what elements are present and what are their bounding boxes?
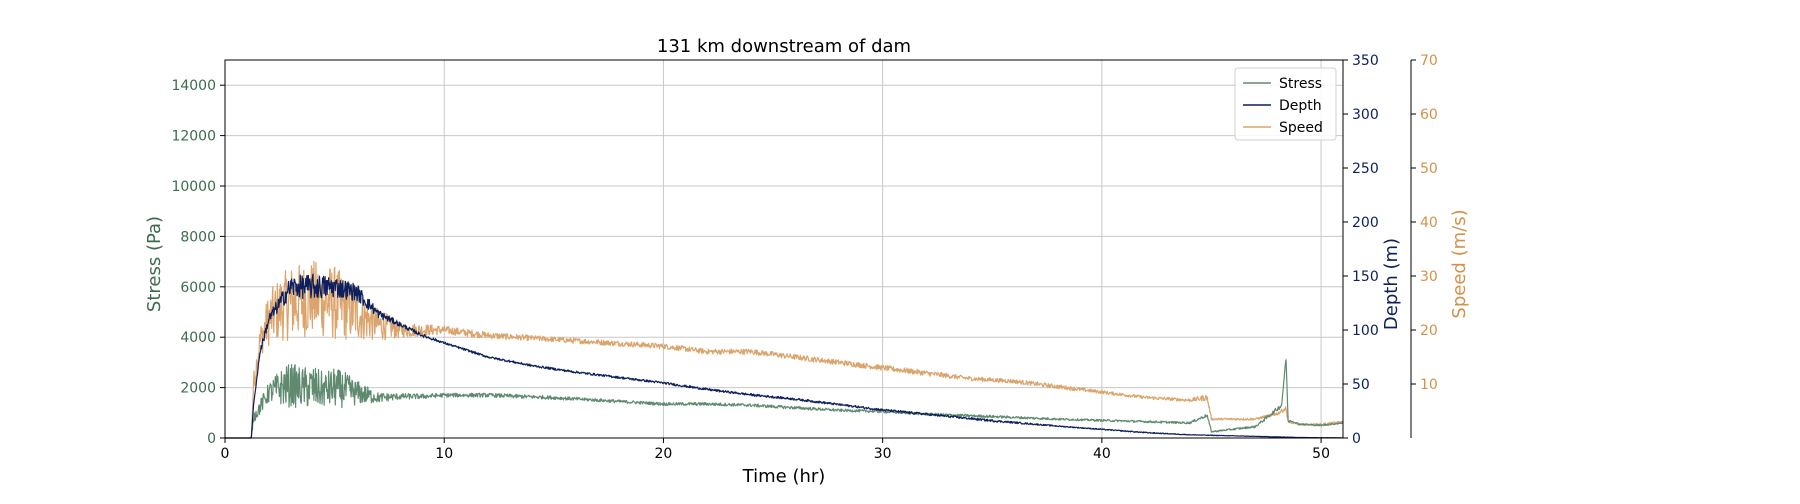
series-line-speed <box>224 260 1344 439</box>
stress-tick-label: 2000 <box>180 381 216 397</box>
depth-tick-label: 350 <box>1352 53 1379 69</box>
grid-layer <box>224 60 1343 439</box>
plot-frame <box>224 59 1344 439</box>
series-line-stress <box>224 359 1344 439</box>
speed-tick-label: 10 <box>1420 377 1438 393</box>
speed-tick-label: 40 <box>1420 215 1438 231</box>
legend-label-depth: Depth <box>1279 98 1322 114</box>
x-axis-label: Time (hr) <box>742 466 826 487</box>
stress-tick-label: 12000 <box>171 129 216 145</box>
x-tick-label: 20 <box>655 446 673 462</box>
depth-tick-label: 150 <box>1352 269 1379 285</box>
depth-tick-label: 100 <box>1352 323 1379 339</box>
legend-box <box>1234 67 1337 141</box>
speed-tick-label: 30 <box>1420 269 1438 285</box>
speed-tick-label: 50 <box>1420 161 1438 177</box>
depth-tick-label: 300 <box>1352 107 1379 123</box>
speed-tick-label: 70 <box>1420 53 1438 69</box>
depth-axis-label: Depth (m) <box>1381 238 1402 330</box>
stress-tick-label: 4000 <box>180 330 216 346</box>
stress-tick-label: 0 <box>207 431 216 447</box>
series-layer <box>224 260 1344 439</box>
series-line-depth <box>224 273 1344 439</box>
stress-tick-label: 14000 <box>171 78 216 94</box>
stress-tick-label: 10000 <box>171 179 216 195</box>
depth-tick-label: 0 <box>1352 431 1361 447</box>
depth-tick-label: 200 <box>1352 215 1379 231</box>
speed-tick-label: 60 <box>1420 107 1438 123</box>
stress-tick-label: 8000 <box>180 229 216 245</box>
stress-tick-label: 6000 <box>180 280 216 296</box>
x-tick-label: 0 <box>221 446 230 462</box>
legend: Stress Depth Speed <box>1234 67 1337 141</box>
x-tick-label: 40 <box>1093 446 1111 462</box>
stress-axis-label: Stress (Pa) <box>144 216 165 312</box>
x-tick-label: 50 <box>1312 446 1330 462</box>
x-tick-label: 10 <box>435 446 453 462</box>
legend-label-stress: Stress <box>1279 76 1322 92</box>
x-tick-label: 30 <box>874 446 892 462</box>
chart-title: 131 km downstream of dam <box>657 36 911 57</box>
depth-tick-label: 50 <box>1352 377 1370 393</box>
depth-tick-label: 250 <box>1352 161 1379 177</box>
legend-label-speed: Speed <box>1279 120 1323 136</box>
speed-axis-label: Speed (m/s) <box>1449 209 1470 318</box>
speed-tick-label: 20 <box>1420 323 1438 339</box>
